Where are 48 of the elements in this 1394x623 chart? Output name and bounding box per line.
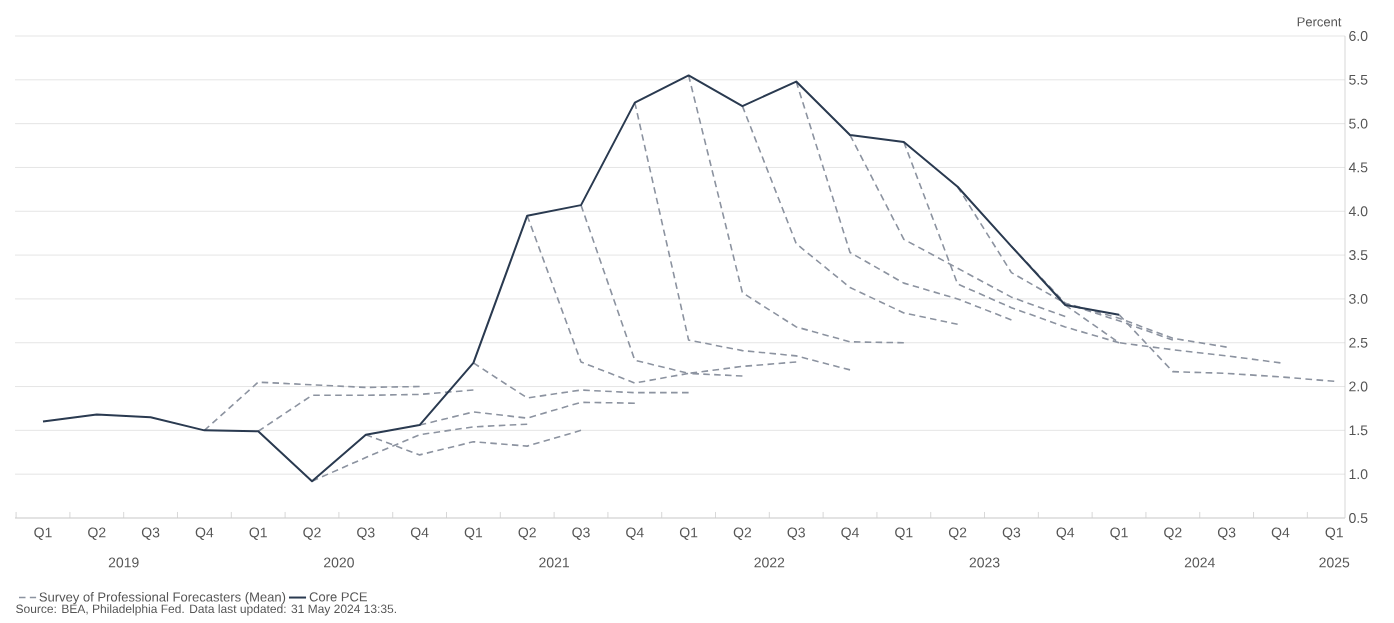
text: 2022 <box>754 557 785 568</box>
y-tick-label: 5.0 <box>1349 118 1368 129</box>
legend-label: Core PCE <box>309 592 367 602</box>
legend-label: Survey of Professional Forecasters (Mean) <box>39 592 286 605</box>
x-tick-label: Q1 <box>34 527 52 540</box>
x-tick-label: Q2 <box>948 527 967 540</box>
x-tick-label: Q4 <box>626 527 644 540</box>
x-tick-label: Q4 <box>410 527 429 540</box>
y-tick-label: 0.5 <box>1349 513 1368 523</box>
y-axis-title: Percent <box>1297 17 1342 27</box>
x-tick-label: Q2 <box>88 527 106 540</box>
y-tick-label: 3.5 <box>1349 250 1368 261</box>
x-tick-label: Q1 <box>464 527 483 540</box>
x-tick-label: Q3 <box>572 527 590 540</box>
x-tick-label: Q3 <box>357 527 375 540</box>
x-tick-label: Q4 <box>1056 527 1075 540</box>
text: 2023 <box>969 557 1000 568</box>
y-tick-label: 1.0 <box>1349 469 1368 480</box>
x-tick-label: Q1 <box>1325 527 1343 540</box>
y-tick-label: 1.5 <box>1349 425 1368 436</box>
y-tick-label: 3.0 <box>1349 293 1368 304</box>
x-tick-label: Q1 <box>1110 527 1128 540</box>
x-tick-label: Q3 <box>141 527 160 540</box>
text: 2025 <box>1319 557 1350 568</box>
x-tick-label: Q3 <box>787 527 805 540</box>
source-note: Source: BEA, Philadelphia Fed. Data last updated: 31 May 2024 13:35. <box>16 604 396 616</box>
text: 2024 <box>1184 557 1215 568</box>
x-tick-label: Q4 <box>195 527 214 540</box>
x-tick-label: Q3 <box>1217 527 1236 540</box>
y-tick-label: 6.0 <box>1349 31 1368 41</box>
x-tick-label: Q2 <box>1164 527 1182 540</box>
y-tick-label: 5.5 <box>1349 74 1368 85</box>
x-tick-label: Q1 <box>679 527 698 540</box>
x-tick-label: Q3 <box>1002 527 1021 540</box>
x-tick-label: Q2 <box>733 527 752 540</box>
text: 2020 <box>324 557 354 568</box>
x-tick-label: Q2 <box>303 527 321 540</box>
x-tick-label: Q1 <box>249 527 267 540</box>
text: 2021 <box>539 557 569 568</box>
x-tick-label: Q2 <box>518 527 536 540</box>
x-tick-label: Q4 <box>1271 527 1290 540</box>
y-tick-label: 4.5 <box>1348 162 1368 173</box>
x-tick-label: Q4 <box>841 527 859 540</box>
text: 2019 <box>108 557 139 568</box>
y-tick-label: 4.0 <box>1348 206 1368 217</box>
y-tick-label: 2.5 <box>1349 337 1368 348</box>
y-tick-label: 2.0 <box>1349 381 1368 392</box>
x-tick-label: Q1 <box>895 527 913 540</box>
